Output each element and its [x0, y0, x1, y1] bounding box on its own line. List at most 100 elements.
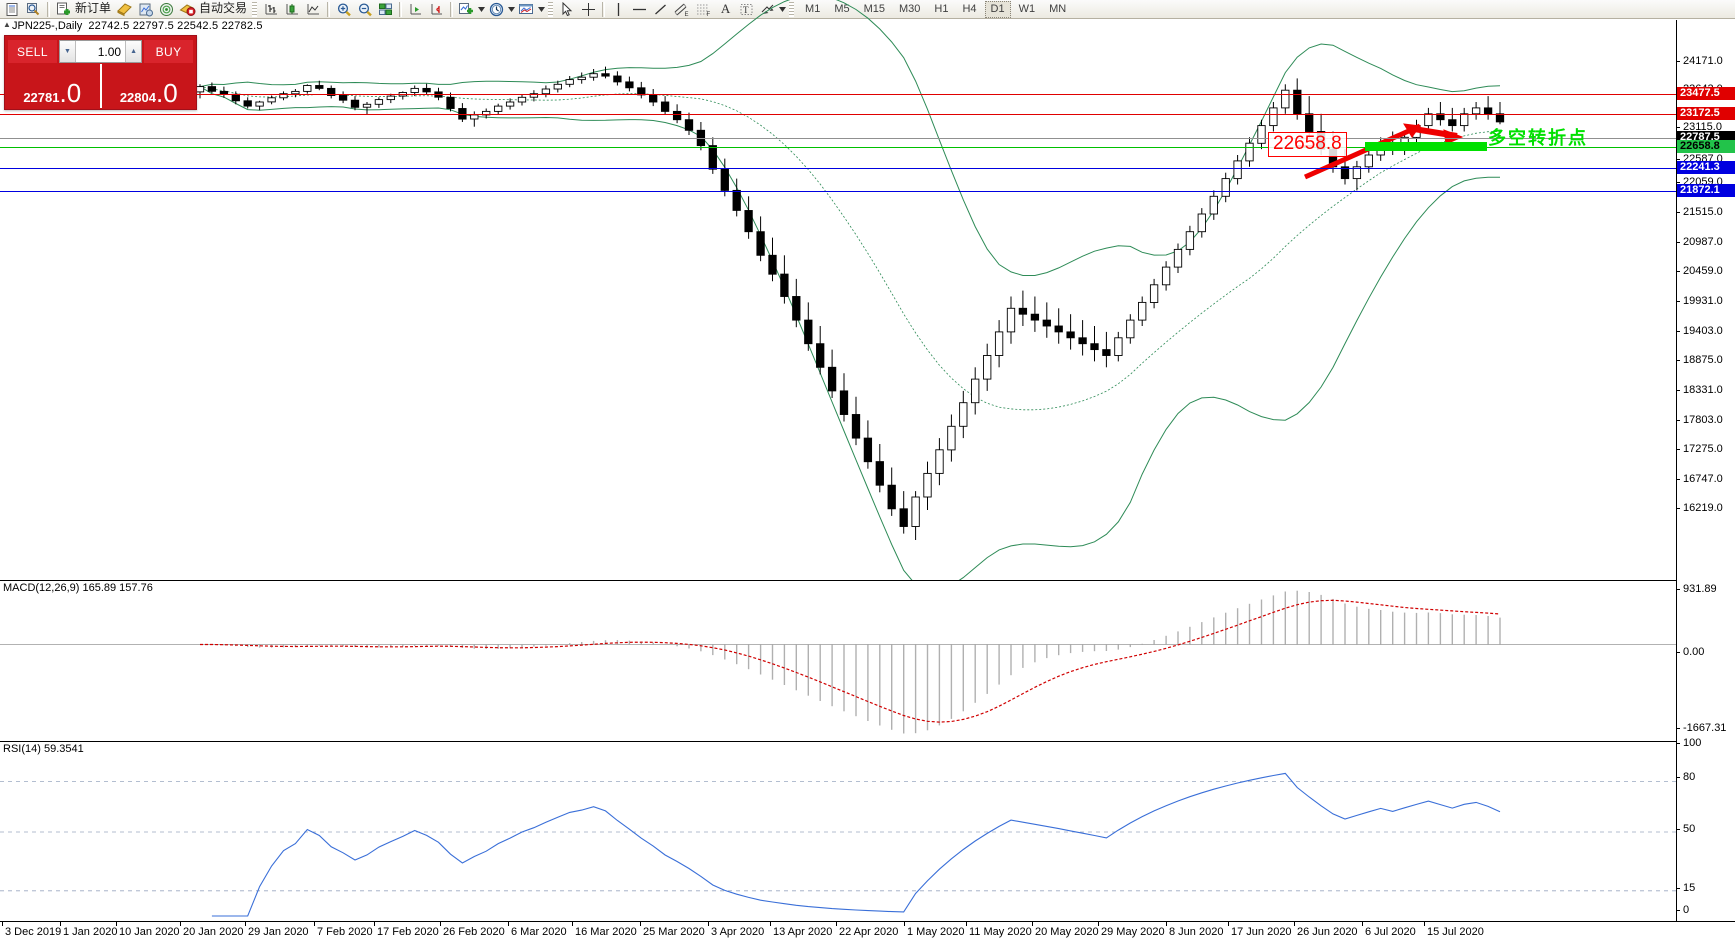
price-scale[interactable]: 24171.023643.023115.022587.022059.021515… — [1676, 20, 1735, 921]
vline-icon[interactable] — [609, 1, 628, 18]
volume-increase-icon[interactable]: ▲ — [125, 41, 142, 62]
price-scale-tick: 22587.0 — [1677, 154, 1723, 165]
hline-22787[interactable] — [0, 138, 1676, 139]
macd-scale-tick: -1667.31 — [1677, 723, 1726, 734]
volume-value[interactable]: 1.00 — [97, 44, 122, 59]
timeframe-m5[interactable]: M5 — [834, 2, 850, 15]
auto-scroll-icon[interactable] — [427, 1, 446, 18]
collapse-triangle-icon[interactable]: ▲ — [3, 20, 11, 29]
date-axis-tick — [770, 922, 771, 926]
price-pane[interactable]: 22658.8 多空转折点 — [0, 0, 1676, 592]
navigator-icon[interactable] — [157, 1, 176, 18]
hline-23477[interactable] — [0, 94, 1676, 95]
timeframe-m1[interactable]: M1 — [805, 2, 821, 15]
new-order-icon[interactable] — [54, 1, 73, 18]
rsi-scale-tick: 15 — [1677, 883, 1695, 894]
date-axis-label: 26 Jun 2020 — [1297, 926, 1358, 938]
templates-icon[interactable] — [517, 1, 536, 18]
candlestick-chart-icon[interactable] — [283, 1, 302, 18]
sell-price[interactable]: 22781.0 — [5, 64, 100, 108]
price-scale-badge[interactable]: 22241.3 — [1677, 161, 1735, 174]
timeframe-h4[interactable]: H4 — [962, 2, 977, 15]
toolbar-grip[interactable] — [252, 1, 258, 17]
rsi-pane[interactable]: RSI(14) 59.3541 — [0, 741, 1676, 921]
timeframe-w1[interactable]: W1 — [1018, 2, 1036, 15]
text-icon[interactable]: A — [720, 1, 731, 16]
timeframe-mn[interactable]: MN — [1049, 2, 1067, 15]
trade-panel-controls: SELL ▼ 1.00 ▲ BUY — [5, 36, 196, 64]
date-axis-label: 26 Feb 2020 — [443, 926, 505, 938]
trendline-icon[interactable] — [651, 1, 670, 18]
tile-windows-icon[interactable] — [376, 1, 395, 18]
hline-22241[interactable] — [0, 168, 1676, 169]
timeframe-group: M1 M5 M15 M30 H1 H4 D1 W1 MN — [798, 0, 1073, 18]
date-axis-tick — [966, 922, 967, 926]
price-scale-badge[interactable]: 22658.8 — [1677, 140, 1735, 153]
toolbar-grip-2[interactable] — [548, 1, 554, 17]
strategy-tester-icon[interactable] — [136, 1, 155, 18]
periods-dropdown-caret[interactable] — [507, 1, 516, 18]
indicators-dropdown-caret[interactable] — [477, 1, 486, 18]
rsi-scale-tick: 50 — [1677, 824, 1695, 835]
date-axis-label: 17 Feb 2020 — [377, 926, 439, 938]
green-highlight-bar[interactable] — [1365, 142, 1487, 151]
date-axis-label: 29 May 2020 — [1101, 926, 1165, 938]
volume-decrease-icon[interactable]: ▼ — [59, 41, 76, 62]
equidistant-channel-icon[interactable]: E — [672, 1, 692, 18]
chart-shift-icon[interactable] — [406, 1, 425, 18]
terminal-icon[interactable] — [3, 1, 22, 18]
buy-button[interactable]: BUY — [144, 40, 193, 63]
fibonacci-icon[interactable]: F — [694, 1, 714, 18]
cursor-icon[interactable] — [558, 1, 577, 18]
timeframe-d1[interactable]: D1 — [984, 0, 1011, 18]
zoom-in-icon[interactable] — [334, 1, 353, 18]
indicators-icon[interactable] — [457, 1, 476, 18]
text-label-icon[interactable]: T — [737, 1, 756, 18]
templates-dropdown-caret[interactable] — [537, 1, 546, 18]
price-scale-badge[interactable]: 21872.1 — [1677, 184, 1735, 197]
volume-stepper[interactable]: ▼ 1.00 ▲ — [58, 40, 143, 63]
zoom-out-icon[interactable] — [355, 1, 374, 18]
toolbar-separator-5 — [602, 1, 606, 17]
price-scale-badge[interactable]: 23477.5 — [1677, 87, 1735, 100]
turning-point-annotation[interactable]: 多空转折点 — [1488, 128, 1588, 149]
price-scale-tick: 16219.0 — [1677, 503, 1723, 514]
hline-icon[interactable] — [630, 1, 649, 18]
hline-22658[interactable] — [0, 147, 1676, 148]
data-window-icon[interactable] — [24, 1, 43, 18]
objects-dropdown-caret[interactable] — [778, 1, 787, 18]
date-axis-label: 10 Jan 2020 — [119, 926, 180, 938]
trade-panel-divider — [99, 64, 102, 108]
price-scale-badge[interactable]: 23172.5 — [1677, 107, 1735, 120]
macd-pane[interactable]: MACD(12,26,9) 165.89 157.76 — [0, 580, 1676, 740]
price-annotation-label[interactable]: 22658.8 — [1268, 132, 1347, 157]
expert-advisors-icon[interactable] — [115, 1, 134, 18]
date-axis-label: 15 Jul 2020 — [1427, 926, 1484, 938]
new-order-label[interactable]: 新订单 — [75, 1, 112, 15]
date-axis-tick — [440, 922, 441, 926]
timeframe-m15[interactable]: M15 — [863, 2, 885, 15]
autotrading-label[interactable]: 自动交易 — [199, 1, 248, 15]
timeframe-h1[interactable]: H1 — [934, 2, 949, 15]
autotrading-icon[interactable] — [178, 1, 197, 18]
crosshair-icon[interactable] — [579, 1, 598, 18]
toolbar-grip-3[interactable] — [789, 1, 795, 17]
date-axis-label: 7 Feb 2020 — [317, 926, 373, 938]
periods-icon[interactable] — [487, 1, 506, 18]
one-click-trading-panel[interactable]: SELL ▼ 1.00 ▲ BUY 22781.0 22804.0 — [4, 35, 197, 110]
timeframe-m30[interactable]: M30 — [899, 2, 921, 15]
buy-price[interactable]: 22804.0 — [102, 64, 197, 108]
price-scale-tick: 18875.0 — [1677, 355, 1723, 366]
date-axis-tick — [1032, 922, 1033, 926]
date-axis-tick — [1294, 922, 1295, 926]
date-axis-label: 17 Jun 2020 — [1231, 926, 1292, 938]
hline-21872[interactable] — [0, 191, 1676, 192]
bar-chart-icon[interactable] — [262, 1, 281, 18]
line-chart-icon[interactable] — [304, 1, 323, 18]
date-axis-label: 22 Apr 2020 — [839, 926, 899, 938]
hline-23172[interactable] — [0, 114, 1676, 115]
date-axis-label: 6 Mar 2020 — [511, 926, 567, 938]
sell-button[interactable]: SELL — [8, 40, 57, 63]
chart-symbol-name: JPN225-,Daily — [12, 20, 83, 32]
